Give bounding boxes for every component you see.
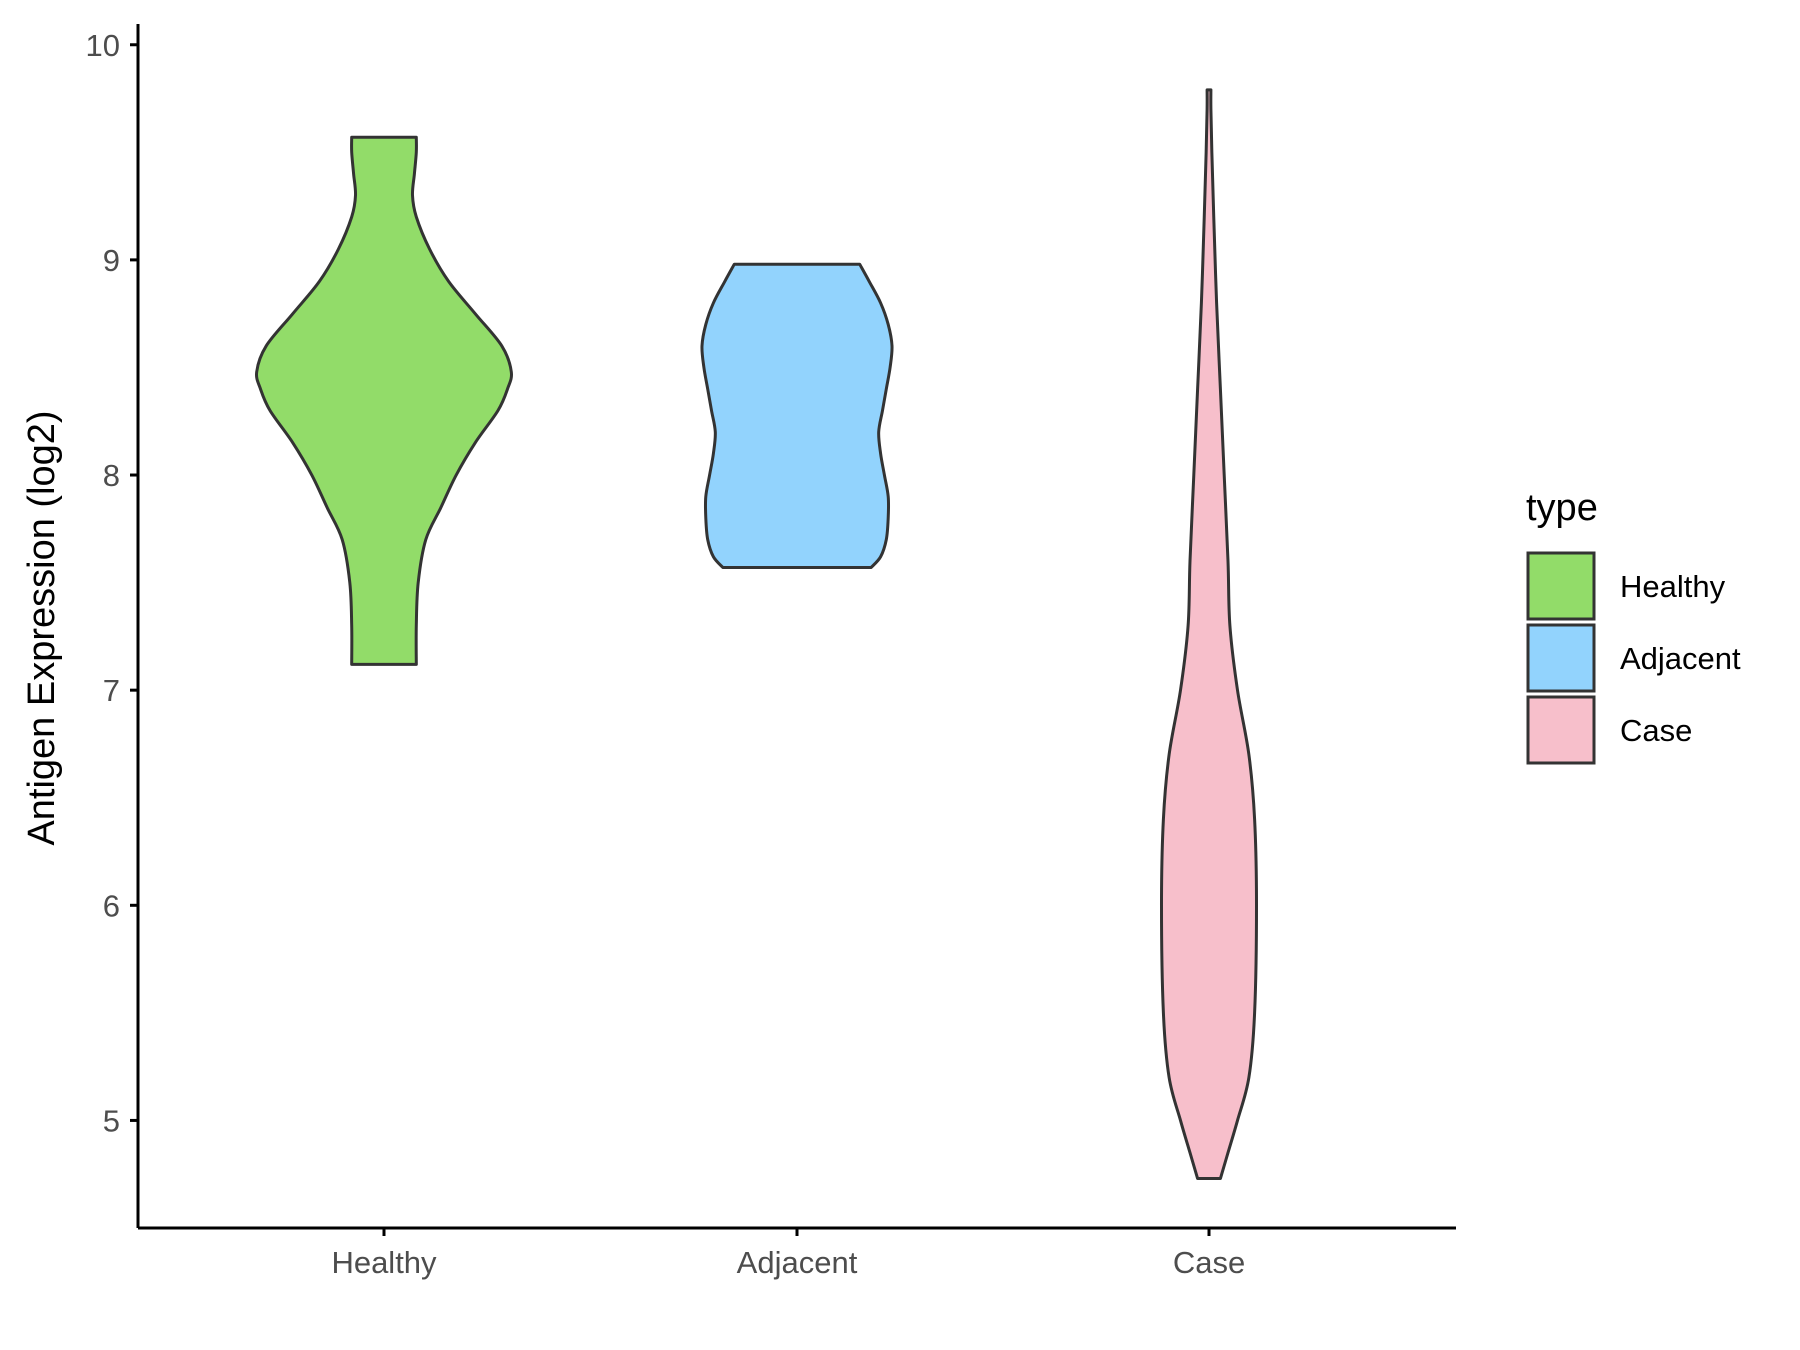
legend-key-adjacent: [1526, 623, 1596, 693]
legend-label-case: Case: [1620, 713, 1692, 748]
plot-area: [255, 88, 1258, 1181]
violin-case: [1160, 88, 1258, 1181]
legend: type Healthy Adjacent Case: [1526, 487, 1741, 765]
legend-key-case: [1526, 695, 1596, 765]
legend-key-healthy: [1526, 551, 1596, 621]
violin-adjacent: [700, 262, 894, 570]
y-tick-label: 8: [103, 458, 120, 493]
y-tick-label: 6: [103, 888, 120, 923]
x-tick-label: Healthy: [331, 1245, 437, 1280]
y-tick-label: 7: [103, 673, 120, 708]
y-tick-label: 5: [103, 1103, 120, 1138]
x-tick-label: Case: [1173, 1245, 1245, 1280]
y-tick-label: 10: [86, 28, 120, 63]
axes: [136, 24, 1456, 1230]
x-ticks: Healthy Adjacent Case: [331, 1228, 1245, 1280]
violin-healthy: [255, 135, 513, 666]
y-ticks: 5 6 7 8 9 10: [86, 28, 138, 1138]
y-tick-label: 9: [103, 243, 120, 278]
legend-label-healthy: Healthy: [1620, 569, 1726, 604]
y-axis-title: Antigen Expression (log2): [21, 410, 63, 845]
legend-items: Healthy Adjacent Case: [1526, 551, 1741, 765]
legend-label-adjacent: Adjacent: [1620, 641, 1741, 676]
x-tick-label: Adjacent: [737, 1245, 858, 1280]
legend-title: type: [1526, 487, 1598, 529]
